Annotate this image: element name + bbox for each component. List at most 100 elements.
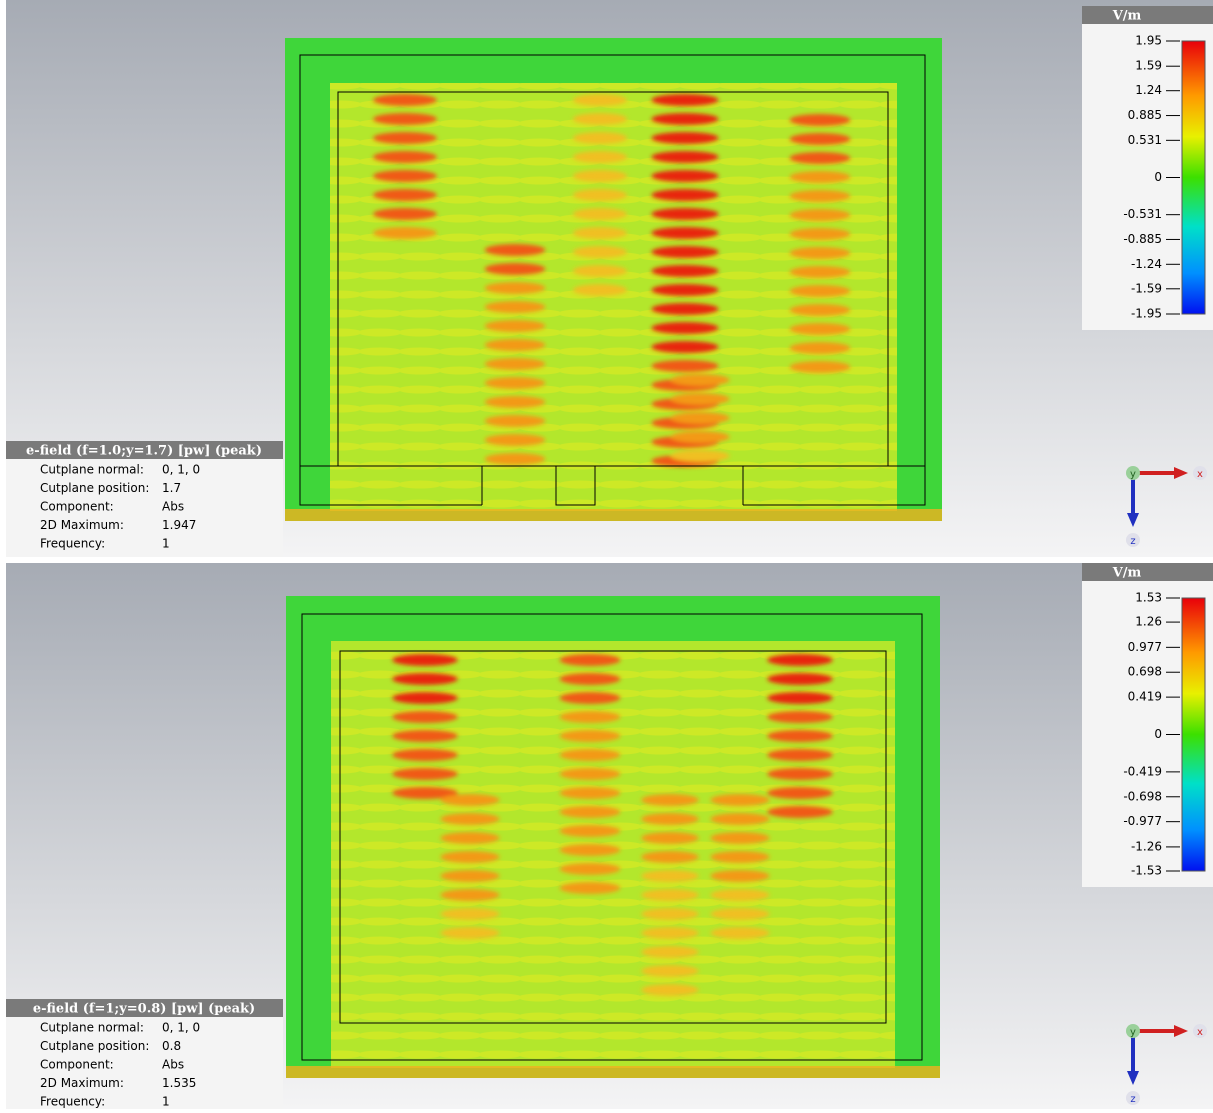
hot-spot	[559, 844, 621, 856]
field-plot	[286, 596, 940, 1078]
colorbar-tick-label: -1.95	[1131, 307, 1162, 321]
hot-spot	[392, 692, 458, 704]
hot-spot	[373, 113, 437, 125]
hot-spot	[484, 339, 546, 351]
hot-spot	[710, 927, 770, 939]
axis-label: z	[1130, 1094, 1135, 1105]
info-label: Component:	[40, 500, 114, 514]
info-label: 2D Maximum:	[40, 518, 124, 532]
colorbar-tick-label: -0.977	[1123, 814, 1162, 828]
colorbar-tick-label: 1.95	[1135, 34, 1162, 48]
hot-spot	[641, 794, 699, 806]
hot-spot	[670, 393, 730, 405]
hot-spot	[440, 927, 500, 939]
hot-spot	[710, 832, 770, 844]
hot-spot	[651, 151, 719, 163]
info-label: Cutplane position:	[40, 1039, 149, 1053]
info-label: Cutplane normal:	[40, 463, 144, 477]
hot-spot	[373, 170, 437, 182]
hot-spot	[559, 863, 621, 875]
hot-spot	[559, 730, 621, 742]
info-value: 0, 1, 0	[162, 1021, 200, 1035]
colorbar-tick-label: 0.885	[1128, 108, 1162, 122]
hot-spot	[789, 361, 851, 373]
hot-spot	[651, 322, 719, 334]
axis-badge	[1126, 466, 1140, 480]
hot-spot	[572, 227, 628, 239]
hot-spot	[651, 341, 719, 353]
hot-spot	[651, 265, 719, 277]
hot-spot	[392, 787, 458, 799]
hot-spot	[767, 730, 833, 742]
axis-badge	[1126, 1091, 1140, 1105]
hot-spot	[641, 851, 699, 863]
hot-spot	[789, 266, 851, 278]
hot-spot	[651, 284, 719, 296]
hot-spot	[392, 654, 458, 666]
hot-spot	[392, 711, 458, 723]
hot-spot	[789, 323, 851, 335]
field-edge	[286, 1066, 940, 1078]
hot-spot	[641, 908, 699, 920]
hot-spot	[789, 133, 851, 145]
hot-spot	[651, 113, 719, 125]
axis-badge	[1126, 1024, 1140, 1038]
hot-spot	[440, 870, 500, 882]
hot-spot	[559, 787, 621, 799]
colorbar-unit: V/m	[1112, 566, 1142, 581]
hot-spot	[440, 832, 500, 844]
hot-spot	[392, 730, 458, 742]
hot-spot	[572, 265, 628, 277]
hot-spot	[559, 768, 621, 780]
viewport-panel: e-field (f=1;y=0.8) [pw] (peak) Cutplane …	[6, 563, 1213, 1113]
hot-spot	[641, 927, 699, 939]
hot-spot	[789, 228, 851, 240]
axis-badge	[1193, 1024, 1207, 1038]
colorbar-tick-label: -0.885	[1123, 232, 1162, 246]
hot-spot	[559, 711, 621, 723]
colorbar-tick-label: 0	[1154, 170, 1162, 184]
hot-spot	[373, 189, 437, 201]
colorbar-unit: V/m	[1112, 9, 1142, 24]
hot-spot	[789, 152, 851, 164]
info-value: 1	[162, 537, 170, 551]
z-axis-head	[1127, 1071, 1139, 1085]
hot-spot	[641, 813, 699, 825]
hot-spot	[484, 377, 546, 389]
colorbar-tick-label: 1.24	[1135, 83, 1162, 97]
hot-spot	[641, 870, 699, 882]
hot-spot	[440, 813, 500, 825]
colorbar-tick-label: -1.53	[1131, 864, 1162, 878]
hot-spot	[559, 749, 621, 761]
info-title: e-field (f=1.0;y=1.7) [pw] (peak)	[26, 444, 262, 459]
hot-spot	[641, 946, 699, 958]
hot-spot	[572, 94, 628, 106]
colorbar-tick-label: 0	[1154, 727, 1162, 741]
hot-spot	[767, 787, 833, 799]
hot-spot	[440, 851, 500, 863]
hot-spot	[767, 806, 833, 818]
hot-spot	[484, 415, 546, 427]
hot-spot	[373, 94, 437, 106]
colorbar-tick-label: -0.698	[1123, 789, 1162, 803]
colorbar-tick-label: -1.24	[1131, 257, 1162, 271]
info-title-bar	[6, 999, 283, 1017]
hot-spot	[572, 151, 628, 163]
hot-spot	[651, 246, 719, 258]
info-body	[6, 459, 283, 557]
hot-spot	[789, 285, 851, 297]
colorbar-title-bar	[1082, 563, 1213, 581]
hot-spot	[651, 208, 719, 220]
hot-spot	[559, 692, 621, 704]
hot-spots	[392, 654, 833, 996]
info-title-bar	[6, 441, 283, 459]
hot-spot	[572, 132, 628, 144]
hot-spot	[651, 170, 719, 182]
info-label: 2D Maximum:	[40, 1076, 124, 1090]
axis-label: x	[1197, 1027, 1203, 1038]
info-value: 0.8	[162, 1039, 181, 1053]
info-label: Cutplane position:	[40, 481, 149, 495]
hot-spot	[392, 768, 458, 780]
